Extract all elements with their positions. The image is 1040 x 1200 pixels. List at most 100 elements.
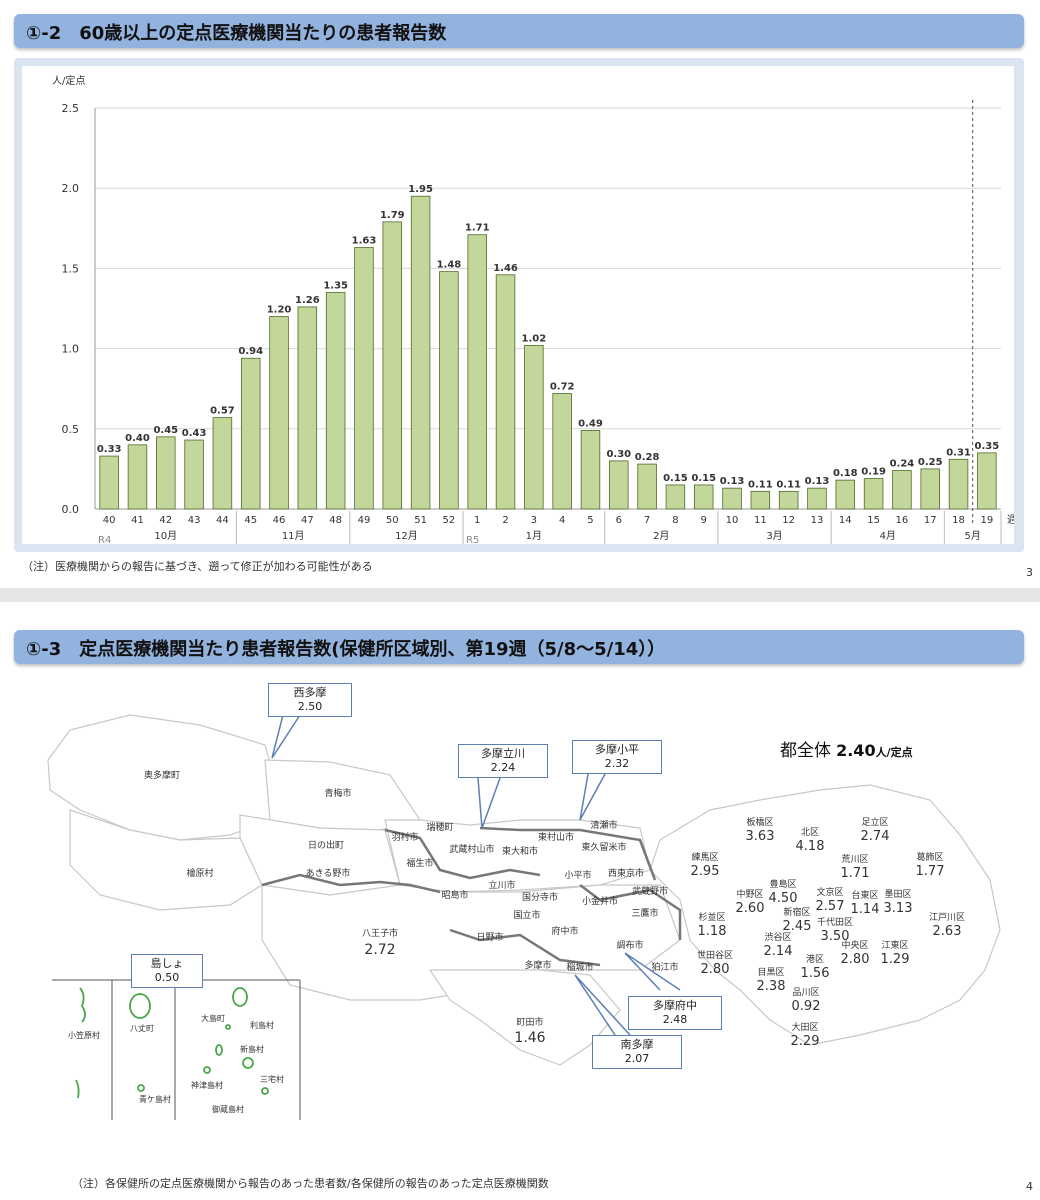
callout-name: 島しょ xyxy=(150,957,184,970)
ward-label: 港区 xyxy=(806,953,824,965)
ward-label: 文京区 xyxy=(816,886,843,898)
municipality-label: 狛江市 xyxy=(651,961,678,973)
tokyo-total: 都全体 2.40人/定点 xyxy=(780,736,913,761)
total-label: 都全体 xyxy=(780,741,831,761)
callout-name: 西多摩 xyxy=(293,686,327,699)
ward-value: 2.63 xyxy=(933,924,962,939)
bar xyxy=(524,344,544,510)
map-region-machida xyxy=(428,969,621,1066)
x-tick-label: 40 xyxy=(103,515,116,526)
bar xyxy=(127,444,148,510)
municipality-label: 青梅市 xyxy=(324,787,351,799)
ward-value: 2.95 xyxy=(691,864,720,879)
data-label: 0.13 xyxy=(720,476,745,487)
y-tick-label: 2.5 xyxy=(62,102,80,115)
callout-islands: 島しょ 0.50 xyxy=(131,954,203,988)
data-label: 0.24 xyxy=(890,459,915,470)
island-aogashima xyxy=(137,1084,145,1092)
municipality-label: 三鷹市 xyxy=(631,907,658,919)
island-label: 御蔵島村 xyxy=(212,1104,244,1114)
ward-value: 1.29 xyxy=(881,952,910,967)
ward-value: 2.14 xyxy=(764,944,793,959)
data-label: 0.94 xyxy=(238,346,263,357)
island-mikurajima xyxy=(261,1087,269,1095)
data-label: 0.15 xyxy=(691,473,716,484)
bar xyxy=(778,490,799,510)
ward-label: 新宿区 xyxy=(783,906,810,918)
ward-value: 2.29 xyxy=(791,1034,820,1049)
island-label: 新島村 xyxy=(240,1044,264,1054)
ward-value: 1.56 xyxy=(801,966,830,981)
bar xyxy=(325,292,346,510)
data-label: 0.30 xyxy=(606,449,631,460)
data-label: 0.11 xyxy=(776,479,801,490)
x-tick-label: 13 xyxy=(811,515,824,526)
x-tick-label: 4 xyxy=(559,515,565,526)
callout-value: 2.48 xyxy=(662,1013,688,1026)
x-tick-label: 6 xyxy=(616,515,622,526)
ward-label: 千代田区 xyxy=(817,917,853,928)
bar xyxy=(580,430,601,510)
x-tick-label: 43 xyxy=(188,515,201,526)
data-label: 0.49 xyxy=(578,418,603,429)
data-label: 1.35 xyxy=(323,280,348,291)
callout-pointer-kodaira xyxy=(579,773,606,821)
x-tick-label: 48 xyxy=(329,515,342,526)
municipality-label: 国分寺市 xyxy=(522,891,558,903)
municipality-label: 八王子市 xyxy=(362,927,398,939)
island-niijima xyxy=(215,1044,223,1056)
ward-value: 1.77 xyxy=(916,864,945,879)
ward-label: 足立区 xyxy=(861,816,888,828)
ward-label: 大田区 xyxy=(791,1021,818,1033)
data-label: 0.18 xyxy=(833,468,858,479)
data-label: 1.26 xyxy=(295,295,320,306)
island-label: 神津島村 xyxy=(191,1080,223,1090)
data-label: 0.35 xyxy=(975,441,1000,452)
page-number: 4 xyxy=(1026,1180,1033,1193)
data-label: 0.15 xyxy=(663,473,688,484)
bar-chart: 人/定点0.00.51.01.52.02.50.33400.40410.4542… xyxy=(52,74,1017,546)
municipality-label: 昭島市 xyxy=(441,889,468,901)
data-label: 0.11 xyxy=(748,479,773,490)
month-label: 5月 xyxy=(965,530,981,542)
ward-label: 練馬区 xyxy=(691,851,718,863)
x-tick-label: 7 xyxy=(644,515,650,526)
bar xyxy=(977,452,997,510)
island-miyake xyxy=(242,1057,254,1069)
x-tick-label: 10 xyxy=(726,515,739,526)
municipality-label: 府中市 xyxy=(551,925,578,937)
bar xyxy=(863,478,884,510)
bar xyxy=(156,436,176,510)
data-label: 0.13 xyxy=(805,476,830,487)
municipality-label: 国立市 xyxy=(513,909,540,921)
callout-tama-kodaira: 多摩小平 2.32 xyxy=(572,740,662,774)
x-tick-label: 3 xyxy=(531,515,537,526)
island-hachijo xyxy=(129,993,151,1019)
ward-value: 1.14 xyxy=(851,902,880,917)
y-tick-label: 2.0 xyxy=(62,182,80,195)
ward-label: 江東区 xyxy=(881,939,908,951)
data-label: 0.33 xyxy=(97,444,122,455)
y-axis-label: 人/定点 xyxy=(52,74,85,87)
month-label: 12月 xyxy=(395,530,418,542)
page-number: 3 xyxy=(1026,566,1033,579)
y-tick-label: 1.0 xyxy=(62,343,80,356)
ward-label: 北区 xyxy=(801,827,819,838)
island-ogasawara xyxy=(79,987,86,1023)
ward-label: 台東区 xyxy=(851,889,878,901)
bar xyxy=(920,468,940,510)
bar xyxy=(807,487,827,510)
x-tick-label: 49 xyxy=(358,515,371,526)
data-label: 0.31 xyxy=(946,447,971,458)
island-label: 三宅村 xyxy=(260,1074,284,1084)
ward-label: 墨田区 xyxy=(884,889,911,900)
island-toshima xyxy=(225,1024,231,1030)
ward-value: 2.57 xyxy=(816,899,845,914)
ward-value: 4.50 xyxy=(769,891,798,906)
bar xyxy=(722,487,742,510)
callout-nishitama: 西多摩 2.50 xyxy=(268,683,352,717)
island-ogasawara-south xyxy=(75,1079,80,1099)
ward-label: 杉並区 xyxy=(698,911,725,923)
x-tick-label: 16 xyxy=(896,515,909,526)
x-tick-label: 18 xyxy=(952,515,965,526)
